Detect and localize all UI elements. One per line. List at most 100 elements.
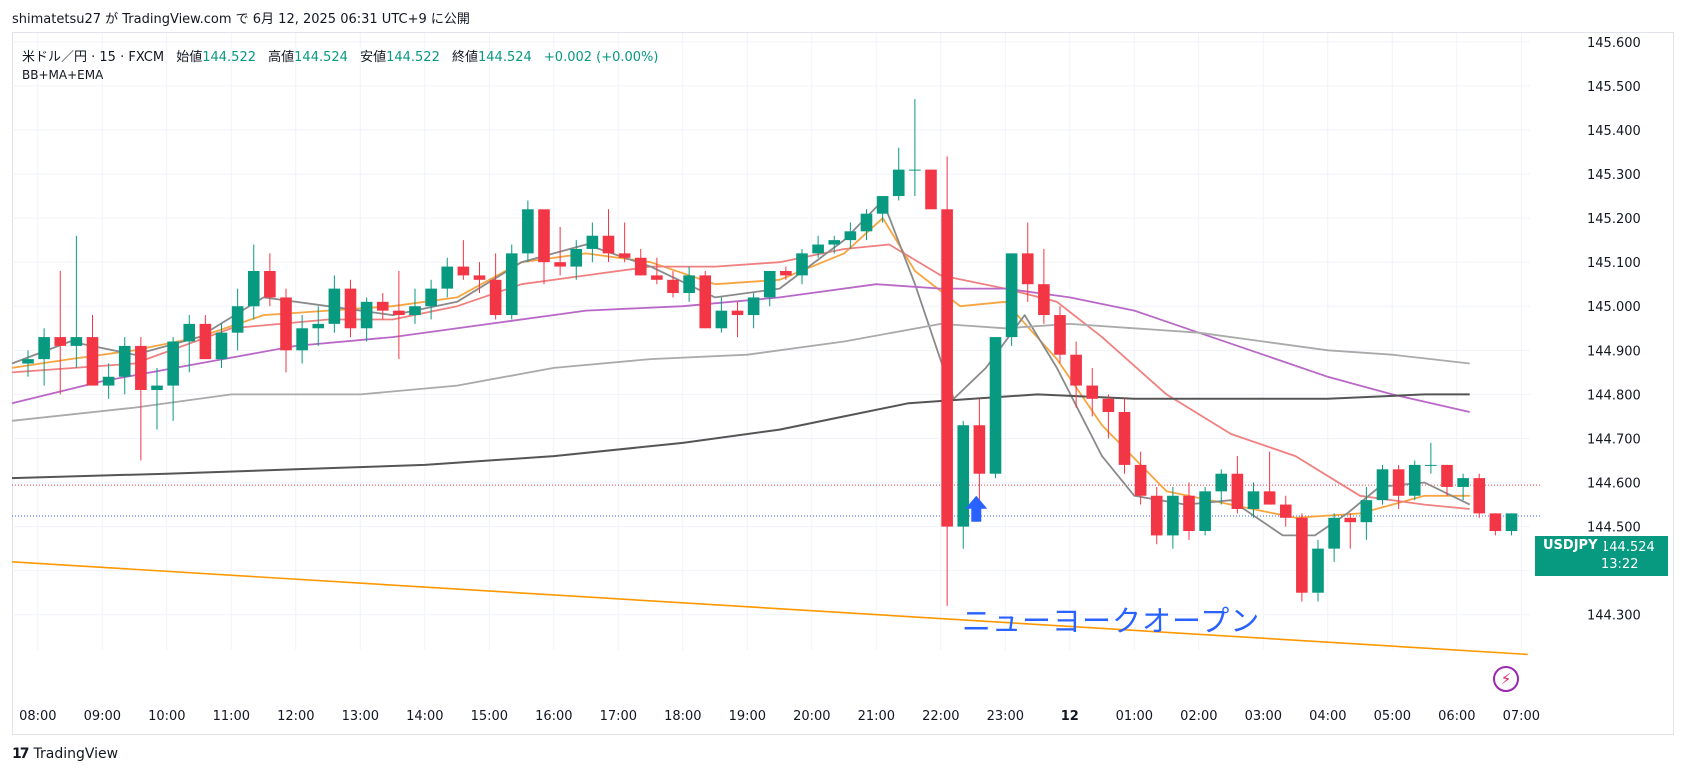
candle-body: [86, 337, 99, 386]
candle-body: [763, 270, 776, 298]
y-tick-label: 145.400: [1587, 124, 1641, 139]
legend-indicators[interactable]: BB+MA+EMA: [22, 68, 104, 82]
x-tick-label: 10:00: [148, 709, 185, 724]
candle-body: [796, 253, 808, 276]
candle-body: [167, 341, 179, 386]
y-tick-label: 145.500: [1587, 80, 1641, 95]
candle-body: [1505, 513, 1518, 532]
candle-body: [457, 266, 470, 276]
x-tick-label: 16:00: [535, 709, 572, 724]
candle-body: [1344, 517, 1357, 523]
tradingview-logo: 17 TradingView: [12, 746, 118, 762]
x-tick-label: 12: [1061, 709, 1079, 724]
x-tick-label: 11:00: [213, 709, 250, 724]
candle-body: [1215, 473, 1228, 492]
candle-body: [199, 323, 212, 360]
x-tick-label: 02:00: [1180, 709, 1217, 724]
legend-low: 144.522: [386, 50, 440, 65]
x-tick-label: 06:00: [1438, 709, 1475, 724]
candle-body: [38, 337, 50, 360]
indicator-line: [11, 217, 1470, 519]
candle-body: [1457, 478, 1469, 487]
candle-body: [264, 270, 276, 298]
x-tick-label: 18:00: [664, 709, 701, 724]
y-tick-label: 145.200: [1587, 212, 1641, 227]
x-tick-label: 13:00: [342, 709, 379, 724]
candle-body: [828, 240, 841, 245]
candle-body: [360, 301, 373, 329]
candle-body: [70, 337, 83, 346]
candle-body: [586, 235, 599, 249]
x-tick-label: 09:00: [84, 709, 121, 724]
candle-body: [1070, 354, 1082, 386]
candle-body: [425, 288, 437, 307]
y-tick-label: 145.600: [1587, 36, 1641, 51]
indicator-line: [11, 199, 1471, 537]
indicator-line: [11, 393, 1470, 480]
annotation-text[interactable]: ニューヨークオープン: [962, 604, 1261, 638]
candle-body: [1054, 315, 1066, 355]
candle-body: [1005, 253, 1018, 338]
candle-body: [876, 196, 889, 214]
candle-body: [1247, 491, 1260, 509]
candle-body: [296, 328, 308, 351]
x-tick-label: 14:00: [406, 709, 443, 724]
candle-body: [651, 275, 663, 280]
x-tick-label: 01:00: [1116, 709, 1153, 724]
candle-body: [812, 244, 824, 254]
x-tick-label: 04:00: [1309, 709, 1346, 724]
x-tick-label: 08:00: [19, 709, 56, 724]
candle-body: [312, 323, 325, 329]
x-tick-label: 07:00: [1503, 709, 1540, 724]
candle-body: [22, 359, 34, 364]
legend-high-label: 高値: [268, 50, 295, 65]
candle-body: [957, 425, 970, 527]
candle-body: [118, 345, 131, 377]
symbol-tag: USDJPY: [1537, 536, 1604, 558]
y-tick-label: 144.600: [1587, 477, 1641, 492]
candle-body: [731, 310, 744, 316]
bar-countdown: 13:22: [1601, 557, 1639, 572]
candle-body: [376, 301, 389, 311]
candle-body: [183, 323, 196, 342]
x-tick-label: 15:00: [471, 709, 508, 724]
candle-body: [441, 266, 454, 289]
publish-info: shimatetsu27 が TradingView.com で 6月 12, …: [12, 12, 470, 27]
legend-open-label: 始値: [176, 50, 203, 65]
candle-body: [715, 310, 728, 329]
x-tick-label: 05:00: [1374, 709, 1411, 724]
candle-body: [602, 235, 615, 254]
lightning-icon[interactable]: ⚡: [1493, 666, 1519, 692]
x-tick-label: 12:00: [277, 709, 314, 724]
x-tick-label: 22:00: [922, 709, 959, 724]
y-tick-label: 144.700: [1587, 432, 1641, 447]
legend-open: 144.522: [202, 50, 256, 65]
legend-close-label: 終値: [451, 50, 478, 65]
candle-body: [667, 279, 679, 294]
indicator-line: [11, 243, 1470, 510]
trendline: [11, 561, 1528, 656]
candle-body: [570, 248, 583, 267]
candle-body: [1441, 464, 1453, 487]
candle-body: [1408, 464, 1421, 496]
candle-body: [1279, 504, 1292, 518]
current-price: 144.524: [1601, 540, 1655, 555]
up-arrow-icon: [965, 495, 988, 522]
candle-body: [231, 306, 244, 333]
candle-body: [634, 257, 647, 276]
candle-body: [1360, 500, 1373, 523]
legend-high: 144.524: [294, 50, 348, 65]
indicator-line: [11, 323, 1470, 422]
candle-body: [989, 337, 1002, 474]
candle-body: [344, 288, 357, 329]
candle-body: [151, 385, 163, 390]
x-tick-label: 03:00: [1245, 709, 1282, 724]
candle-body: [1312, 548, 1324, 593]
y-tick-label: 145.100: [1587, 256, 1641, 271]
y-tick-label: 144.500: [1587, 521, 1641, 536]
candle-body: [1263, 491, 1276, 505]
legend-symbol[interactable]: 米ドル／円 · 15 · FXCM: [22, 50, 165, 65]
candle-body: [522, 209, 534, 254]
candle-body: [473, 275, 486, 280]
